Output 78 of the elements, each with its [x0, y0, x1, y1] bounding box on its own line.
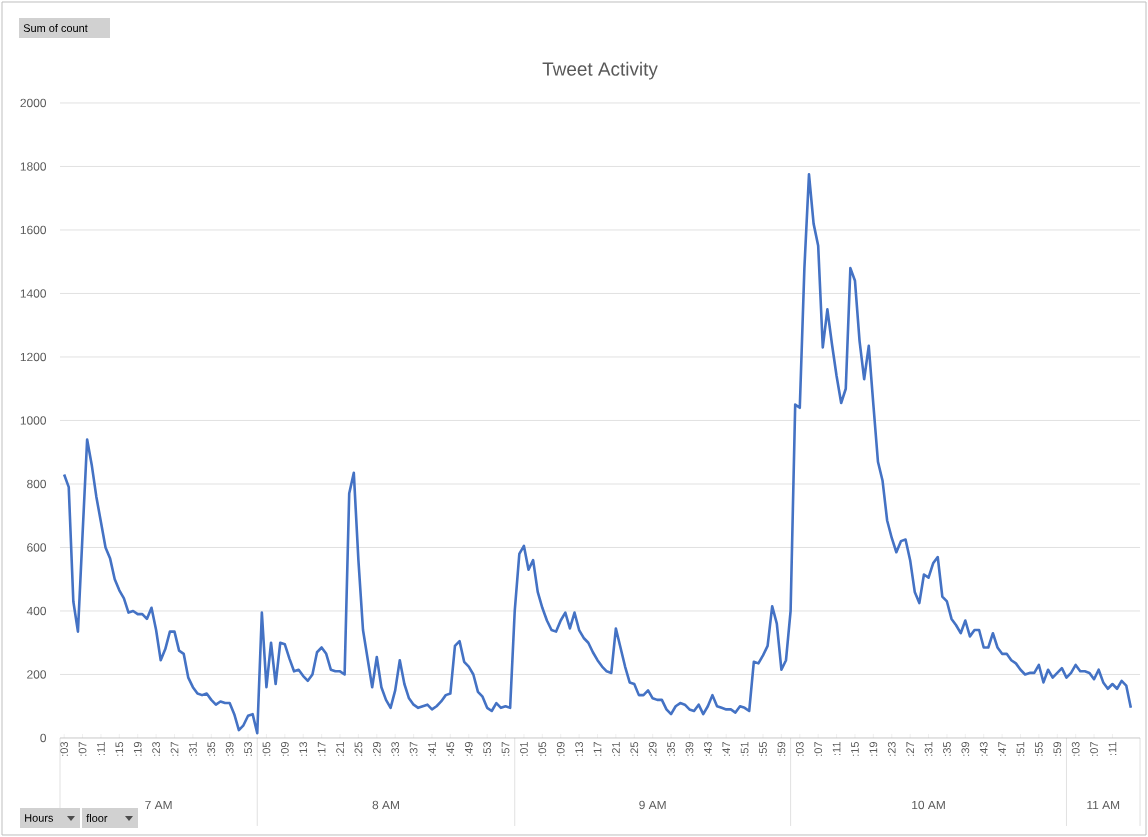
x-tick-label: :13 [299, 741, 308, 756]
y-tick-label: 1400 [20, 289, 47, 298]
x-tick-label: :27 [906, 742, 914, 756]
y-tick-label: 1600 [20, 225, 47, 235]
x-tick-label: :33 [391, 741, 400, 756]
x-tick-label: :43 [979, 741, 988, 756]
x-tick-label: :03 [1071, 741, 1080, 756]
text: 11 AM [1087, 800, 1120, 810]
x-tick-label: :03 [60, 741, 69, 756]
x-tick-label: :55 [759, 741, 767, 756]
x-tick-label: :57 [501, 742, 510, 756]
x-tick-label: :25 [630, 741, 639, 756]
x-tick-label: :13 [575, 741, 583, 756]
text: 10 AM [912, 800, 945, 810]
y-tick-label: 400 [26, 606, 47, 616]
x-tick-label: :35 [207, 741, 216, 756]
x-tick-label: :23 [887, 741, 896, 756]
x-tick-label: :17 [593, 742, 602, 756]
x-tick-label: :15 [115, 741, 124, 756]
x-tick-label: :15 [851, 741, 859, 756]
text: floor [86, 813, 108, 823]
text: 9 AM [639, 800, 666, 810]
x-tick-label: :47 [998, 742, 1006, 756]
x-tick-label: :07 [1090, 742, 1098, 756]
x-tick-label: :43 [703, 741, 712, 756]
x-tick-label: :01 [520, 742, 528, 756]
x-tick-label: :59 [777, 742, 786, 756]
y-tick-label: 1800 [20, 162, 47, 171]
x-tick-label: :39 [225, 742, 234, 756]
x-tick-label: :53 [483, 741, 492, 756]
y-tick-label: 0 [40, 733, 47, 743]
x-tick-label: :29 [372, 742, 381, 756]
text: Sum of count [23, 23, 88, 33]
x-tick-label: :59 [1053, 742, 1062, 756]
x-tick-label: :29 [648, 742, 657, 756]
x-tick-label: :09 [556, 742, 565, 756]
text: Hours [25, 814, 54, 822]
x-tick-label: :49 [464, 742, 473, 756]
text: 8 AM [372, 800, 399, 810]
text: 7 AM [145, 800, 172, 810]
x-tick-label: :19 [869, 742, 878, 756]
x-tick-label: :19 [133, 742, 142, 756]
y-tick-label: 2000 [20, 98, 47, 108]
y-tick-label: 1200 [20, 352, 47, 362]
x-tick-label: :31 [189, 742, 197, 756]
x-tick-label: :11 [1108, 742, 1117, 755]
x-tick-label: :21 [336, 742, 344, 756]
x-tick-label: :41 [428, 742, 436, 756]
x-tick-label: :51 [1016, 742, 1025, 756]
x-tick-label: :23 [152, 741, 160, 756]
y-tick-label: 600 [27, 543, 47, 552]
x-tick-label: :11 [832, 742, 841, 755]
x-tick-label: :45 [446, 741, 455, 756]
x-tick-label: :17 [317, 742, 326, 756]
x-tick-label: :07 [814, 742, 823, 756]
x-tick-label: :21 [612, 742, 620, 756]
x-tick-label: :27 [170, 742, 179, 756]
x-tick-label: :03 [795, 741, 804, 756]
x-tick-label: :35 [667, 741, 675, 756]
x-tick-label: :11 [97, 742, 105, 755]
x-tick-label: :07 [78, 742, 87, 756]
x-tick-label: :53 [244, 741, 252, 756]
x-tick-label: :39 [961, 742, 970, 756]
x-tick-label: :39 [685, 742, 694, 756]
y-tick-label: 200 [27, 670, 47, 679]
x-tick-label: :51 [740, 742, 749, 756]
x-tick-label: :05 [538, 741, 547, 756]
y-tick-label: 800 [27, 479, 47, 489]
x-tick-label: :35 [943, 741, 951, 756]
chart-title: Tweet Activity [542, 61, 658, 80]
x-tick-label: :31 [924, 742, 933, 756]
x-tick-label: :47 [722, 742, 730, 756]
x-tick-label: :25 [354, 741, 363, 756]
x-tick-label: :05 [262, 741, 271, 756]
x-tick-label: :37 [409, 742, 418, 756]
y-tick-label: 1000 [20, 416, 47, 425]
x-tick-label: :09 [280, 742, 289, 756]
x-tick-label: :55 [1035, 741, 1043, 756]
